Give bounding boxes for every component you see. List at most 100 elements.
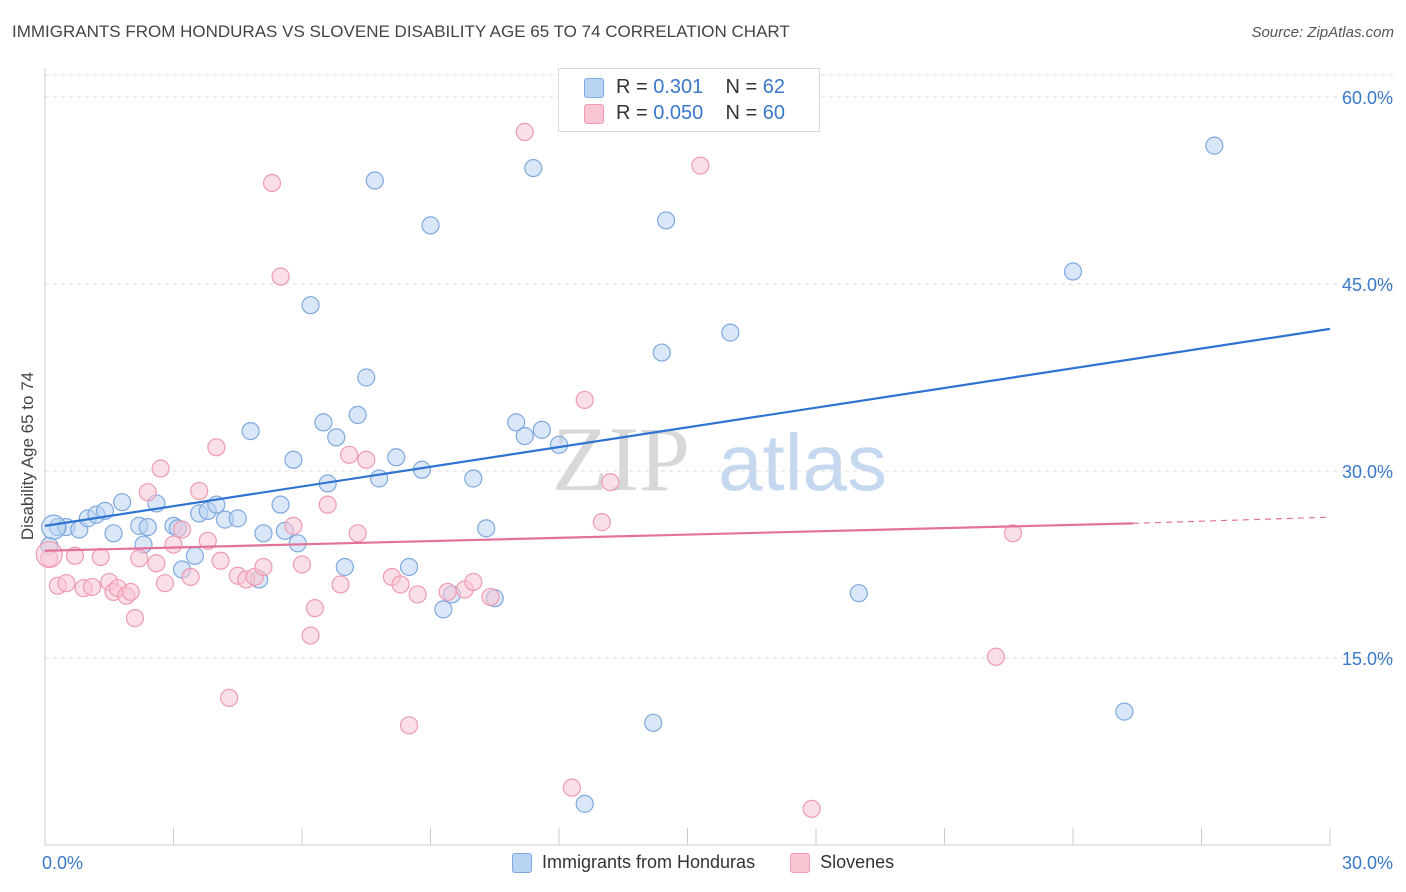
slovenes-point: [318, 495, 337, 514]
honduras-point: [656, 211, 676, 230]
honduras-point: [112, 493, 132, 512]
slovenes-point: [91, 547, 110, 567]
y-tick-label: 60.0%: [1342, 88, 1393, 108]
chart-title: IMMIGRANTS FROM HONDURAS VS SLOVENE DISA…: [12, 22, 790, 41]
honduras-point: [357, 368, 376, 387]
slovenes-point: [121, 582, 140, 602]
n-value: 60: [762, 102, 786, 124]
slovenes-point: [399, 716, 419, 735]
honduras-point: [387, 448, 406, 467]
slovenes-point: [1003, 524, 1023, 543]
honduras-point: [301, 296, 320, 315]
honduras-point: [241, 422, 260, 441]
legend-item-honduras[interactable]: Immigrants from Honduras: [512, 852, 755, 873]
slovenes-swatch: [584, 104, 604, 124]
slovenes-point: [57, 574, 76, 593]
r-value: 0.050: [653, 102, 704, 124]
honduras-point: [721, 323, 740, 342]
slovenes-point: [592, 513, 611, 532]
slovenes-point: [348, 524, 367, 543]
r-value: 0.301: [653, 76, 704, 98]
slovenes-point: [357, 450, 376, 469]
slovenes-point: [172, 520, 192, 539]
x-tick-label: 0.0%: [42, 853, 83, 873]
honduras-point: [1115, 702, 1134, 721]
slovenes-point: [190, 481, 209, 501]
slovenes-point: [83, 577, 102, 597]
series-legend: Immigrants from Honduras Slovenes: [512, 852, 924, 876]
slovenes-point: [340, 445, 359, 464]
honduras-point: [434, 600, 453, 619]
slovenes-swatch: [790, 853, 811, 873]
slovenes-point: [691, 156, 710, 175]
n-label: N =: [725, 76, 763, 98]
honduras-point: [464, 469, 483, 488]
r-label: R =: [616, 102, 654, 124]
slovenes-point: [147, 554, 166, 573]
slovenes-point: [305, 599, 324, 618]
axes: [44, 68, 1331, 846]
trend-lines: [44, 327, 1331, 552]
slovenes-point: [391, 575, 410, 594]
honduras-point: [549, 435, 569, 454]
honduras-point: [849, 584, 868, 603]
slovenes-point: [481, 587, 500, 607]
honduras-point: [524, 158, 543, 178]
honduras-point: [421, 216, 440, 235]
watermark-zip: ZIP: [552, 408, 690, 510]
honduras-point: [575, 794, 594, 813]
slovenes-point: [211, 551, 230, 570]
slovenes-point: [220, 688, 239, 707]
slovenes-point: [262, 173, 282, 193]
tick-labels: 15.0% 30.0% 45.0% 60.0% 0.0% 30.0%: [42, 88, 1393, 873]
slovenes-point: [254, 557, 273, 577]
slovenes-point: [986, 647, 1006, 666]
slovenes-point: [125, 609, 145, 628]
honduras-point: [399, 557, 419, 577]
honduras-swatch: [512, 853, 532, 873]
honduras-point: [477, 519, 496, 538]
honduras-point: [271, 495, 290, 514]
honduras-point: [335, 557, 354, 577]
slovenes-point: [408, 585, 427, 604]
slovenes-trend-extension: [1132, 516, 1331, 524]
honduras-point: [365, 171, 384, 190]
honduras-point: [1063, 262, 1083, 281]
slovenes-point: [155, 574, 175, 593]
honduras-trend-line: [44, 327, 1331, 527]
slovenes-point: [284, 516, 303, 535]
watermark-atlas: atlas: [718, 418, 887, 507]
slovenes-point: [138, 483, 157, 502]
legend-label: Immigrants from Honduras: [542, 852, 756, 872]
slovenes-trend-line: [44, 522, 1133, 552]
slovenes-point: [438, 582, 457, 602]
honduras-point: [644, 713, 663, 732]
honduras-point: [185, 546, 205, 565]
slovenes-point: [151, 459, 170, 478]
honduras-point: [348, 405, 367, 424]
slovenes-point: [331, 575, 350, 594]
slovenes-point: [207, 438, 226, 457]
honduras-point: [254, 524, 273, 543]
honduras-point: [284, 450, 303, 469]
slovenes-point: [301, 626, 320, 645]
legend-item-slovenes[interactable]: Slovenes: [790, 852, 894, 873]
slovenes-point: [802, 799, 821, 818]
r-label: R =: [616, 76, 654, 98]
honduras-point: [314, 413, 333, 432]
slovenes-point: [130, 549, 149, 568]
y-tick-label: 15.0%: [1342, 649, 1393, 669]
honduras-point: [138, 517, 157, 537]
slovenes-point: [271, 267, 290, 286]
slovenes-point: [65, 546, 85, 565]
legend-label: Slovenes: [820, 852, 895, 872]
honduras-point: [104, 524, 123, 543]
honduras-point: [1205, 136, 1224, 155]
slovenes-point: [601, 473, 620, 492]
honduras-point: [327, 428, 346, 447]
slovenes-point: [181, 567, 200, 587]
honduras-point-cluster: [40, 514, 67, 540]
slovenes-point: [164, 535, 183, 554]
slovenes-point: [292, 555, 312, 574]
